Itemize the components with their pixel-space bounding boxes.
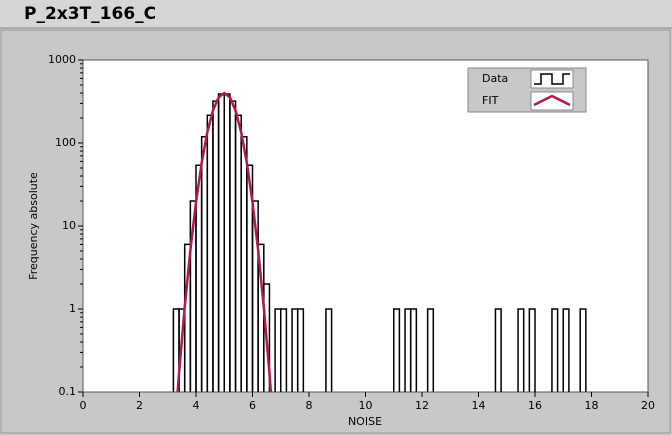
histogram-bin (263, 283, 271, 392)
fit-line (176, 91, 273, 392)
histogram-bin (409, 308, 418, 392)
x-tick-label: 6 (249, 399, 256, 412)
histogram-bin (579, 308, 587, 392)
y-tick-label: 1000 (48, 53, 76, 66)
plot-layer (172, 91, 587, 392)
x-tick-label: 8 (306, 399, 313, 412)
legend-label: Data (482, 72, 508, 85)
y-tick-label: 1 (69, 302, 76, 315)
x-tick-label: 12 (415, 399, 429, 412)
histogram-bin (426, 308, 435, 392)
x-tick-label: 20 (641, 399, 655, 412)
x-tick-label: 0 (80, 399, 87, 412)
histogram-bin (517, 308, 525, 392)
histogram-bin (280, 308, 288, 392)
histogram-bin (528, 308, 536, 392)
y-tick-label: 0.1 (59, 385, 77, 398)
y-axis-label: Frequency absolute (27, 172, 40, 280)
x-tick-label: 16 (528, 399, 542, 412)
x-tick-label: 14 (472, 399, 486, 412)
histogram-bin (325, 308, 333, 392)
y-tick-label: 10 (62, 219, 76, 232)
legend-swatch-box (530, 91, 574, 111)
x-tick-label: 4 (193, 399, 200, 412)
title-bar (0, 0, 672, 28)
histogram-bin (296, 308, 305, 392)
x-axis-label: NOISE (348, 415, 382, 428)
legend-swatch (534, 73, 570, 85)
x-tick-label: 2 (136, 399, 143, 412)
histogram-bin (562, 308, 570, 392)
y-tick-label: 100 (55, 136, 76, 149)
x-tick-label: 18 (585, 399, 599, 412)
chart-title: P_2x3T_166_C (24, 4, 156, 24)
histogram-bin (551, 308, 559, 392)
histogram-bin (494, 308, 502, 392)
legend-swatch (533, 94, 571, 107)
legend-label: FIT (482, 94, 499, 107)
x-tick-label: 10 (359, 399, 373, 412)
histogram-bin (393, 308, 401, 392)
